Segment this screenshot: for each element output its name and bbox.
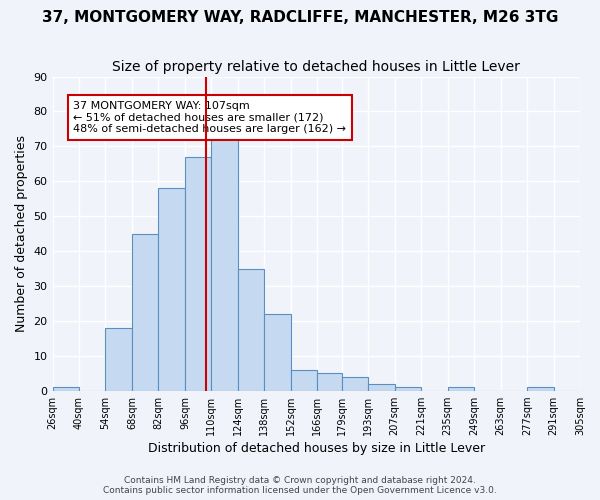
Bar (185, 157, 211, 390)
Bar (448, 387, 474, 390)
Bar (106, 328, 132, 390)
Text: 37, MONTGOMERY WAY, RADCLIFFE, MANCHESTER, M26 3TG: 37, MONTGOMERY WAY, RADCLIFFE, MANCHESTE… (42, 10, 558, 25)
Bar (238, 268, 264, 390)
Bar (53, 387, 79, 390)
Y-axis label: Number of detached properties: Number of detached properties (15, 135, 28, 332)
Bar (264, 314, 291, 390)
Text: Contains HM Land Registry data © Crown copyright and database right 2024.
Contai: Contains HM Land Registry data © Crown c… (103, 476, 497, 495)
Bar (342, 376, 368, 390)
Bar (132, 234, 158, 390)
Text: 37 MONTGOMERY WAY: 107sqm
← 51% of detached houses are smaller (172)
48% of semi: 37 MONTGOMERY WAY: 107sqm ← 51% of detac… (73, 101, 346, 134)
Bar (158, 188, 185, 390)
X-axis label: Distribution of detached houses by size in Little Lever: Distribution of detached houses by size … (148, 442, 485, 455)
Bar (317, 373, 342, 390)
Bar (527, 387, 554, 390)
Title: Size of property relative to detached houses in Little Lever: Size of property relative to detached ho… (112, 60, 520, 74)
Bar (368, 384, 395, 390)
Bar (211, 136, 238, 390)
Bar (395, 387, 421, 390)
Bar (291, 370, 317, 390)
